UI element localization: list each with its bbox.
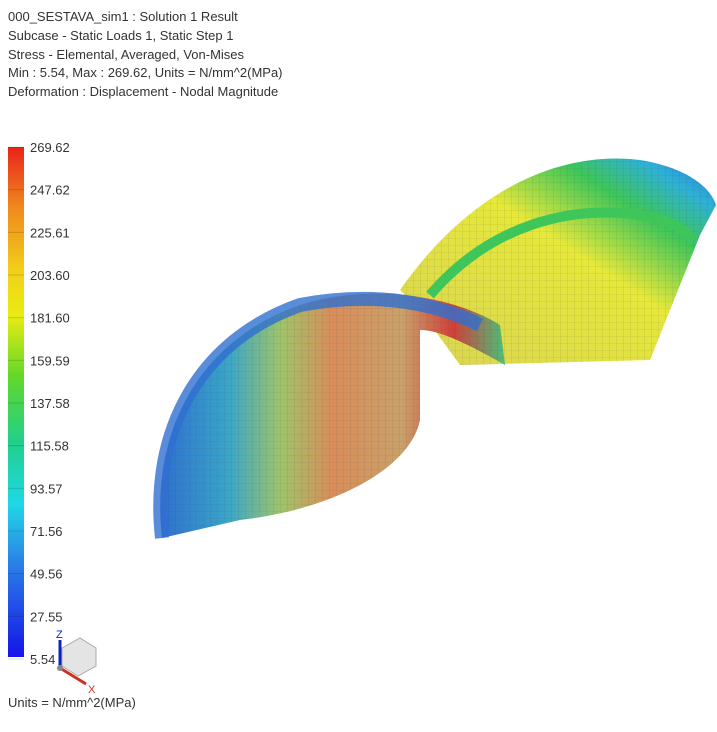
legend-label: 137.58 [30,396,70,411]
legend-label: 203.60 [30,268,70,283]
legend: 269.62 247.62 225.61 203.60 181.60 159.59 137.… [8,140,70,667]
legend-label: 269.62 [30,140,70,155]
legend-label: 49.56 [30,567,63,582]
header-line: Subcase - Static Loads 1, Static Step 1 [8,27,234,43]
triad: Z X [56,629,97,696]
header-line: Stress - Elemental, Averaged, Von-Mises [8,46,245,62]
legend-label: 181.60 [30,311,70,326]
legend-label: 27.55 [30,609,63,624]
triad-z: Z [56,629,63,641]
legend-label: 71.56 [30,524,63,539]
legend-label: 93.57 [30,481,63,496]
header-line: 000_SESTAVA_sim1 : Solution 1 Result [8,9,238,24]
header-line: Deformation : Displacement - Nodal Magni… [8,84,279,100]
units: Units = N/mm^2(MPa) [8,695,136,710]
legend-label: 5.54 [30,652,55,667]
mesh-model [153,158,716,539]
triad-x: X [88,684,96,696]
header-line: Min : 5.54, Max : 269.62, Units = N/mm^2… [8,65,283,81]
legend-label: 247.62 [30,183,70,198]
legend-label: 115.58 [30,439,69,454]
legend-label: 225.61 [30,225,70,240]
legend-label: 159.59 [30,353,70,368]
color-bar [8,147,24,657]
